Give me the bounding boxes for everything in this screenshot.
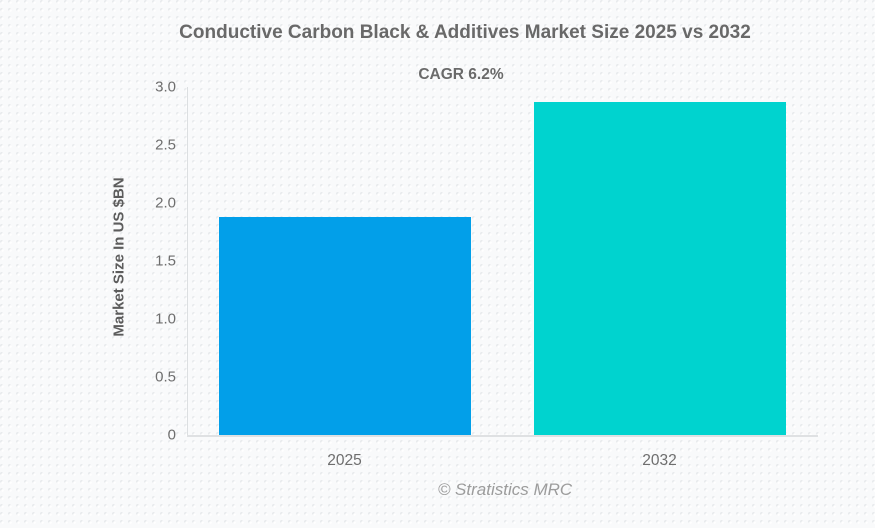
y-tick-label: 0 [167, 426, 176, 444]
y-axis-line [187, 87, 188, 435]
y-tick-label: 3.0 [155, 78, 176, 96]
y-tick-label: 2.0 [155, 194, 176, 212]
x-tick-label: 2025 [327, 452, 362, 469]
cagr-annotation: CAGR 6.2% [418, 66, 504, 83]
source-attribution: © Stratistics MRC [437, 480, 573, 499]
chart-title: Conductive Carbon Black & Additives Mark… [179, 22, 751, 43]
bar-2025[interactable] [218, 216, 471, 435]
y-tick-label: 1.5 [155, 252, 176, 270]
y-tick-label: 1.0 [155, 310, 176, 328]
bar-2032[interactable] [533, 102, 786, 435]
x-axis-line [187, 435, 818, 437]
y-tick-label: 0.5 [155, 368, 176, 386]
x-tick-label: 2032 [642, 452, 677, 469]
y-tick-label: 2.5 [155, 136, 176, 154]
